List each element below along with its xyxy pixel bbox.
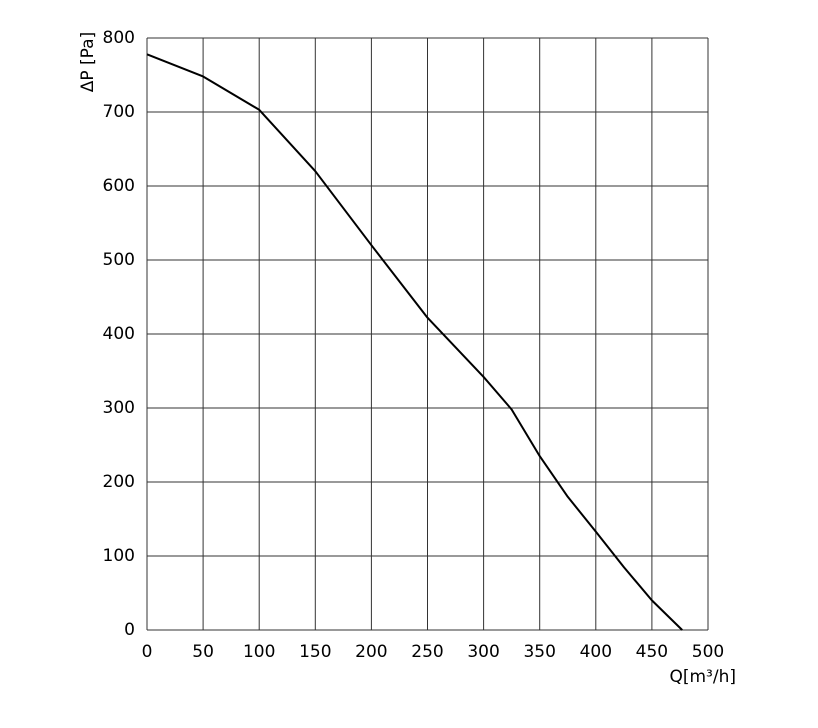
x-tick-label: 250	[411, 642, 443, 662]
y-tick-label: 500	[103, 250, 135, 270]
y-tick-label: 0	[124, 620, 135, 640]
x-tick-label: 300	[467, 642, 499, 662]
y-axis-label: ΔP [Pa]	[78, 32, 98, 92]
x-tick-label: 500	[692, 642, 724, 662]
y-tick-label: 300	[103, 398, 135, 418]
data-line	[146, 53, 683, 631]
y-tick-label: 800	[103, 28, 135, 48]
y-tick-label: 600	[103, 176, 135, 196]
x-tick-label: 450	[636, 642, 668, 662]
x-tick-label: 200	[355, 642, 387, 662]
y-tick-label: 200	[103, 472, 135, 492]
x-tick-label: 400	[580, 642, 612, 662]
x-axis-label: Q[m³/h]	[669, 667, 736, 687]
y-tick-label: 100	[103, 546, 135, 566]
y-tick-label: 400	[103, 324, 135, 344]
y-tick-label: 700	[103, 102, 135, 122]
x-tick-label: 150	[299, 642, 331, 662]
x-tick-label: 50	[192, 642, 214, 662]
x-tick-label: 350	[523, 642, 555, 662]
x-tick-label: 100	[243, 642, 275, 662]
x-tick-label: 0	[142, 642, 153, 662]
